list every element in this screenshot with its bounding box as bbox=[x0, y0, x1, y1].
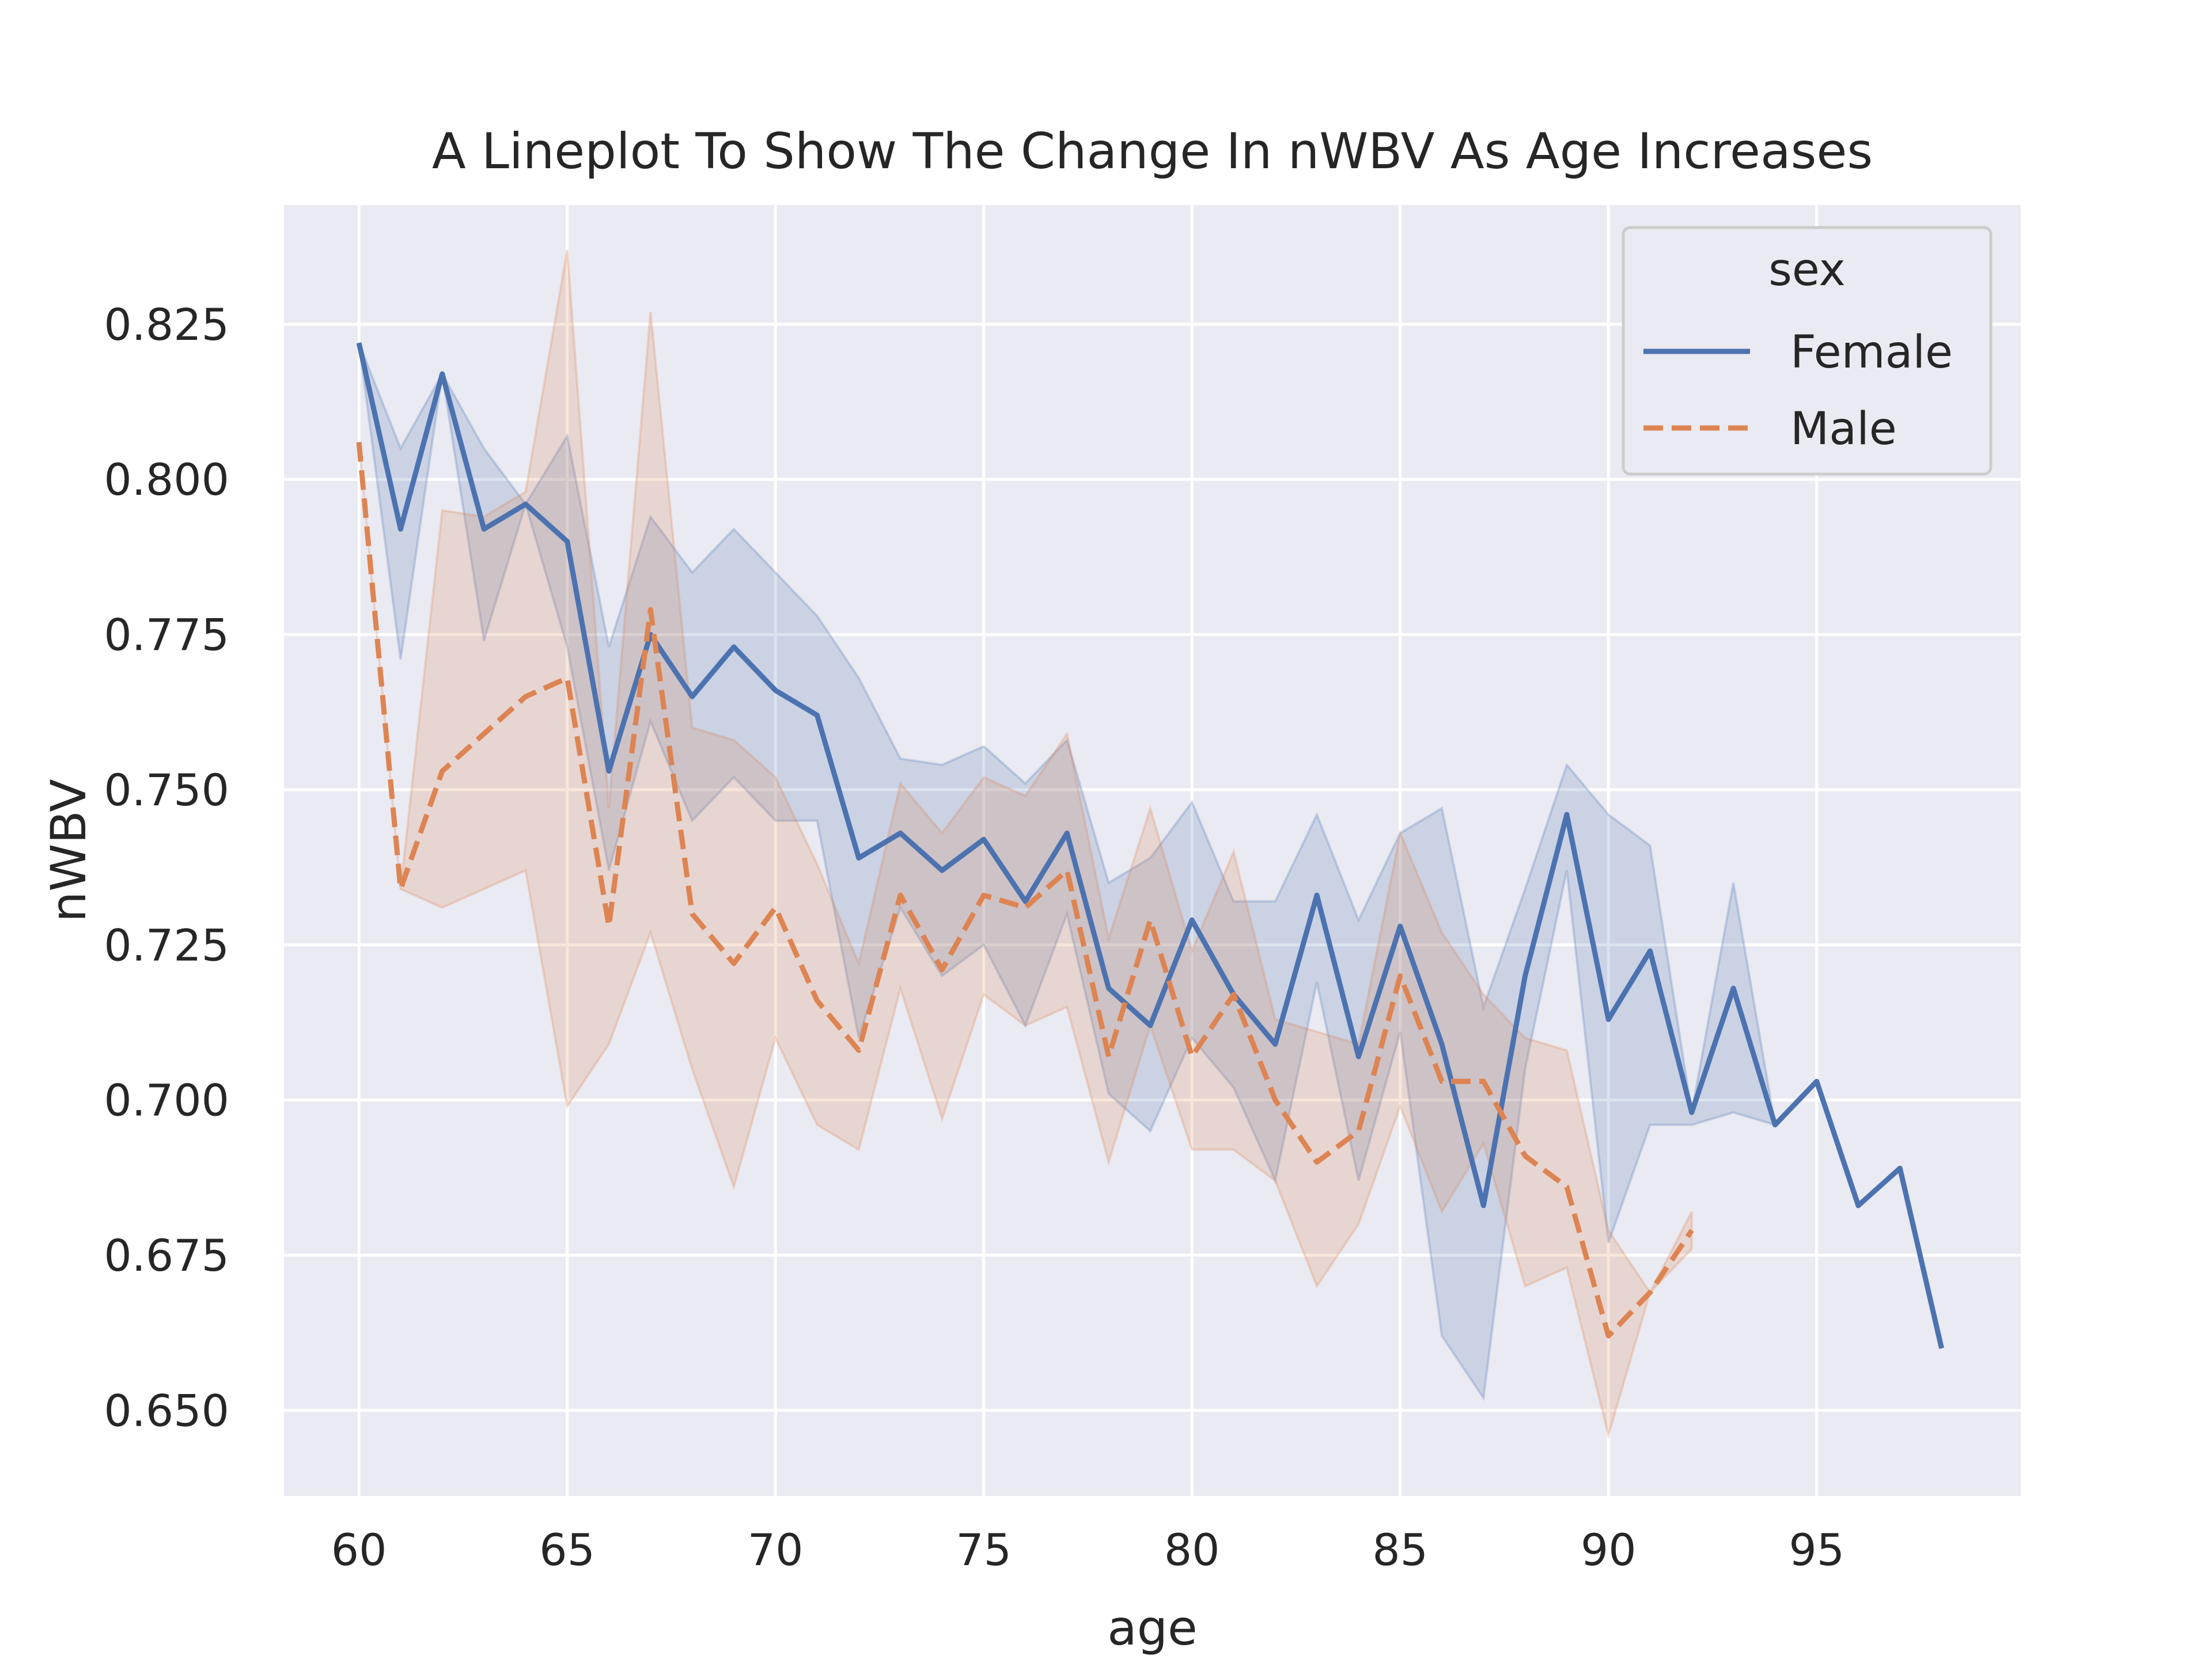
y-tick-label: 0.775 bbox=[104, 609, 229, 661]
female-data-point bbox=[1483, 1205, 1484, 1206]
female-data-point bbox=[983, 839, 984, 840]
female-data-point bbox=[900, 832, 901, 834]
male-data-point bbox=[650, 609, 651, 610]
y-tick-label: 0.750 bbox=[104, 764, 229, 816]
male-series-line bbox=[356, 442, 1694, 1339]
female-data-point bbox=[1025, 901, 1026, 902]
y-tick-label: 0.825 bbox=[104, 299, 229, 350]
x-tick-label: 70 bbox=[748, 1524, 804, 1575]
tick-labels: 60 65 70 75 80 85 90 95 0.650 0.675 0.700 0.725 0.75… bbox=[104, 299, 1844, 1575]
series-lines bbox=[356, 342, 1944, 1349]
male-legend-label: Male bbox=[1790, 403, 1897, 455]
x-tick-label: 95 bbox=[1789, 1524, 1844, 1575]
female-data-point bbox=[1941, 1348, 1942, 1349]
x-tick-label: 80 bbox=[1164, 1524, 1220, 1575]
female-data-point bbox=[1691, 1112, 1692, 1113]
female-data-point bbox=[1608, 1019, 1609, 1020]
legend: sex Female Male bbox=[1622, 226, 1993, 476]
male-data-point bbox=[858, 1050, 859, 1051]
female-data-point bbox=[775, 690, 776, 691]
y-tick-label: 0.700 bbox=[104, 1075, 229, 1126]
y-tick-label: 0.800 bbox=[104, 454, 229, 505]
male-data-point bbox=[900, 895, 901, 896]
legend-entries: Female Male bbox=[1643, 327, 1953, 455]
male-data-point bbox=[775, 907, 776, 908]
y-tick-label: 0.675 bbox=[104, 1230, 229, 1281]
female-legend-label: Female bbox=[1790, 327, 1953, 378]
female-data-point bbox=[650, 634, 651, 635]
chart-title: A Lineplot To Show The Change In nWBV As… bbox=[432, 123, 1873, 180]
female-data-point bbox=[525, 503, 526, 505]
male-data-point bbox=[525, 696, 526, 697]
female-data-point bbox=[1858, 1205, 1859, 1206]
legend-title: sex bbox=[1768, 244, 1845, 296]
y-tick-label: 0.725 bbox=[104, 919, 229, 971]
female-data-point bbox=[1816, 1081, 1817, 1082]
male-data-point bbox=[733, 963, 734, 964]
male-data-point bbox=[1233, 994, 1234, 995]
male-data-point bbox=[1025, 907, 1026, 908]
legend-box bbox=[1622, 226, 1993, 476]
x-tick-label: 60 bbox=[331, 1524, 387, 1575]
female-data-point bbox=[1358, 1056, 1359, 1057]
male-data-point bbox=[1108, 1056, 1109, 1057]
y-axis-label: nWBV bbox=[40, 779, 97, 922]
male-data-point bbox=[1483, 1081, 1484, 1082]
x-tick-label: 65 bbox=[539, 1524, 595, 1575]
x-tick-label: 85 bbox=[1372, 1524, 1428, 1575]
y-tick-label: 0.650 bbox=[104, 1385, 229, 1436]
male-data-point bbox=[983, 895, 984, 896]
x-axis-label: age bbox=[1107, 1600, 1197, 1656]
x-tick-label: 90 bbox=[1581, 1524, 1637, 1575]
x-tick-label: 75 bbox=[956, 1524, 1012, 1575]
